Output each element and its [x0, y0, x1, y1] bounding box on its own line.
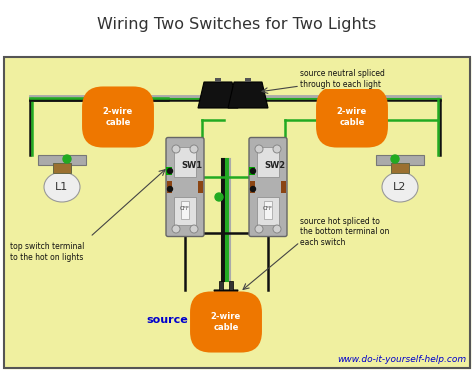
Bar [264, 201, 272, 219]
Ellipse shape [382, 172, 418, 202]
Circle shape [273, 225, 281, 233]
Bar [0, 0, 474, 55]
Bar [166, 167, 172, 175]
Bar [53, 163, 71, 173]
FancyBboxPatch shape [166, 138, 204, 237]
Circle shape [190, 225, 198, 233]
Text: Wiring Two Switches for Two Lights: Wiring Two Switches for Two Lights [97, 16, 377, 32]
Ellipse shape [44, 172, 80, 202]
Text: SW2: SW2 [264, 160, 285, 170]
Circle shape [172, 225, 180, 233]
Bar [174, 147, 196, 177]
Text: L1: L1 [55, 182, 69, 192]
Bar [181, 201, 189, 219]
Circle shape [250, 169, 255, 173]
Bar [229, 281, 233, 290]
Text: SW1: SW1 [181, 160, 202, 170]
Text: OFF: OFF [263, 206, 273, 212]
Bar [257, 197, 279, 225]
Text: 2-wire
cable: 2-wire cable [211, 312, 241, 332]
Bar [174, 197, 196, 225]
Bar [4, 57, 470, 368]
Circle shape [167, 186, 173, 192]
Bar [215, 78, 221, 82]
Bar [4, 57, 470, 368]
Circle shape [255, 225, 263, 233]
Circle shape [215, 193, 223, 201]
Text: 2-wire
cable: 2-wire cable [103, 107, 133, 127]
FancyBboxPatch shape [249, 138, 287, 237]
Bar [249, 167, 255, 175]
Bar [198, 181, 203, 193]
Polygon shape [198, 82, 238, 108]
Bar [219, 281, 223, 290]
Bar [376, 155, 424, 165]
Circle shape [167, 169, 173, 173]
Bar [391, 163, 409, 173]
Circle shape [172, 145, 180, 153]
Circle shape [391, 155, 399, 163]
Bar [281, 181, 286, 193]
Bar [167, 181, 172, 193]
Text: OFF: OFF [180, 206, 190, 212]
Text: L2: L2 [393, 182, 407, 192]
Circle shape [255, 145, 263, 153]
Bar [38, 155, 86, 165]
Bar [245, 78, 251, 82]
Text: top switch terminal
to the hot on lights: top switch terminal to the hot on lights [10, 242, 84, 262]
Polygon shape [214, 290, 238, 304]
Text: 2-wire
cable: 2-wire cable [337, 107, 367, 127]
Bar [257, 147, 279, 177]
Text: source hot spliced to
the bottom terminal on
each switch: source hot spliced to the bottom termina… [300, 217, 389, 247]
Text: source: source [146, 315, 188, 325]
Circle shape [63, 155, 71, 163]
Circle shape [273, 145, 281, 153]
Text: source neutral spliced
through to each light: source neutral spliced through to each l… [300, 69, 385, 89]
Bar [250, 181, 255, 193]
Text: www.do-it-yourself-help.com: www.do-it-yourself-help.com [337, 355, 466, 364]
Circle shape [190, 145, 198, 153]
Polygon shape [228, 82, 268, 108]
Circle shape [250, 186, 255, 192]
